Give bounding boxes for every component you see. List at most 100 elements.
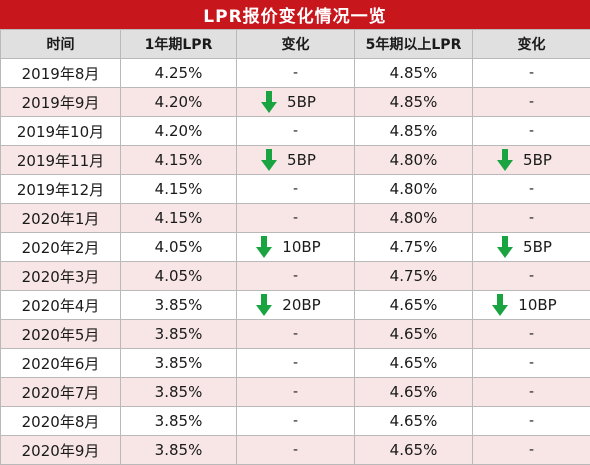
- change-5y-cell: -: [473, 204, 590, 233]
- lpr-1y-cell: 4.20%: [121, 88, 237, 117]
- lpr-5y-cell: 4.80%: [355, 146, 473, 175]
- lpr-1y-cell: 4.15%: [121, 175, 237, 204]
- lpr-1y-cell: 4.20%: [121, 117, 237, 146]
- down-arrow-icon: [256, 294, 272, 316]
- no-change-dash: -: [529, 94, 534, 110]
- date-cell: 2020年8月: [1, 407, 121, 436]
- change-1y-cell: 5BP: [237, 88, 355, 117]
- table-title: LPR报价变化情况一览: [0, 0, 590, 29]
- date-cell: 2019年11月: [1, 146, 121, 175]
- no-change-dash: -: [293, 355, 298, 371]
- header-lpr-5y: 5年期以上LPR: [355, 30, 473, 59]
- no-change-dash: -: [293, 413, 298, 429]
- date-cell: 2019年12月: [1, 175, 121, 204]
- change-5y-cell: 5BP: [473, 146, 590, 175]
- date-cell: 2020年9月: [1, 436, 121, 465]
- no-change-dash: -: [293, 384, 298, 400]
- change-1y-cell: -: [237, 204, 355, 233]
- no-change-dash: -: [293, 123, 298, 139]
- lpr-1y-cell: 3.85%: [121, 349, 237, 378]
- change-1y-cell: -: [237, 262, 355, 291]
- no-change-dash: -: [293, 210, 298, 226]
- lpr-5y-cell: 4.65%: [355, 291, 473, 320]
- no-change-dash: -: [293, 326, 298, 342]
- no-change-dash: -: [529, 413, 534, 429]
- lpr-5y-cell: 4.75%: [355, 262, 473, 291]
- change-1y-cell: -: [237, 117, 355, 146]
- change-1y-cell: 5BP: [237, 146, 355, 175]
- lpr-1y-cell: 4.05%: [121, 233, 237, 262]
- date-cell: 2020年5月: [1, 320, 121, 349]
- change-1y-cell: -: [237, 175, 355, 204]
- lpr-5y-cell: 4.65%: [355, 436, 473, 465]
- lpr-1y-cell: 4.05%: [121, 262, 237, 291]
- header-row: 时间 1年期LPR 变化 5年期以上LPR 变化: [1, 30, 590, 59]
- down-arrow-icon: [492, 294, 508, 316]
- lpr-1y-cell: 4.15%: [121, 146, 237, 175]
- no-change-dash: -: [529, 355, 534, 371]
- change-5y-cell: -: [473, 88, 590, 117]
- change-1y-cell: -: [237, 59, 355, 88]
- lpr-5y-cell: 4.80%: [355, 204, 473, 233]
- change-1y-cell: -: [237, 407, 355, 436]
- change-1y-cell: -: [237, 378, 355, 407]
- change-1y-cell: 10BP: [237, 233, 355, 262]
- change-1y-cell: -: [237, 320, 355, 349]
- date-cell: 2020年2月: [1, 233, 121, 262]
- date-cell: 2020年4月: [1, 291, 121, 320]
- down-arrow-icon: [256, 236, 272, 258]
- date-cell: 2019年9月: [1, 88, 121, 117]
- change-value: 5BP: [287, 93, 316, 111]
- no-change-dash: -: [529, 181, 534, 197]
- change-value: 5BP: [523, 238, 552, 256]
- change-value: 20BP: [282, 296, 320, 314]
- change-value: 5BP: [287, 151, 316, 169]
- lpr-5y-cell: 4.85%: [355, 88, 473, 117]
- lpr-5y-cell: 4.65%: [355, 378, 473, 407]
- no-change-dash: -: [529, 123, 534, 139]
- change-5y-cell: -: [473, 349, 590, 378]
- change-5y-cell: 10BP: [473, 291, 590, 320]
- change-1y-cell: -: [237, 349, 355, 378]
- change-5y-cell: -: [473, 117, 590, 146]
- change-5y-cell: -: [473, 175, 590, 204]
- date-cell: 2019年10月: [1, 117, 121, 146]
- change-5y-cell: -: [473, 262, 590, 291]
- date-cell: 2020年3月: [1, 262, 121, 291]
- lpr-1y-cell: 4.25%: [121, 59, 237, 88]
- lpr-5y-cell: 4.65%: [355, 407, 473, 436]
- no-change-dash: -: [529, 384, 534, 400]
- lpr-5y-cell: 4.80%: [355, 175, 473, 204]
- lpr-5y-cell: 4.75%: [355, 233, 473, 262]
- lpr-5y-cell: 4.85%: [355, 59, 473, 88]
- date-cell: 2020年6月: [1, 349, 121, 378]
- change-5y-cell: -: [473, 378, 590, 407]
- lpr-1y-cell: 3.85%: [121, 291, 237, 320]
- no-change-dash: -: [293, 442, 298, 458]
- lpr-1y-cell: 4.15%: [121, 204, 237, 233]
- lpr-1y-cell: 3.85%: [121, 407, 237, 436]
- down-arrow-icon: [261, 149, 277, 171]
- lpr-5y-cell: 4.65%: [355, 320, 473, 349]
- change-value: 10BP: [518, 296, 556, 314]
- change-1y-cell: -: [237, 436, 355, 465]
- header-change-1y: 变化: [237, 30, 355, 59]
- no-change-dash: -: [529, 210, 534, 226]
- down-arrow-icon: [261, 91, 277, 113]
- no-change-dash: -: [293, 181, 298, 197]
- date-cell: 2019年8月: [1, 59, 121, 88]
- change-5y-cell: -: [473, 59, 590, 88]
- lpr-1y-cell: 3.85%: [121, 436, 237, 465]
- lpr-5y-cell: 4.85%: [355, 117, 473, 146]
